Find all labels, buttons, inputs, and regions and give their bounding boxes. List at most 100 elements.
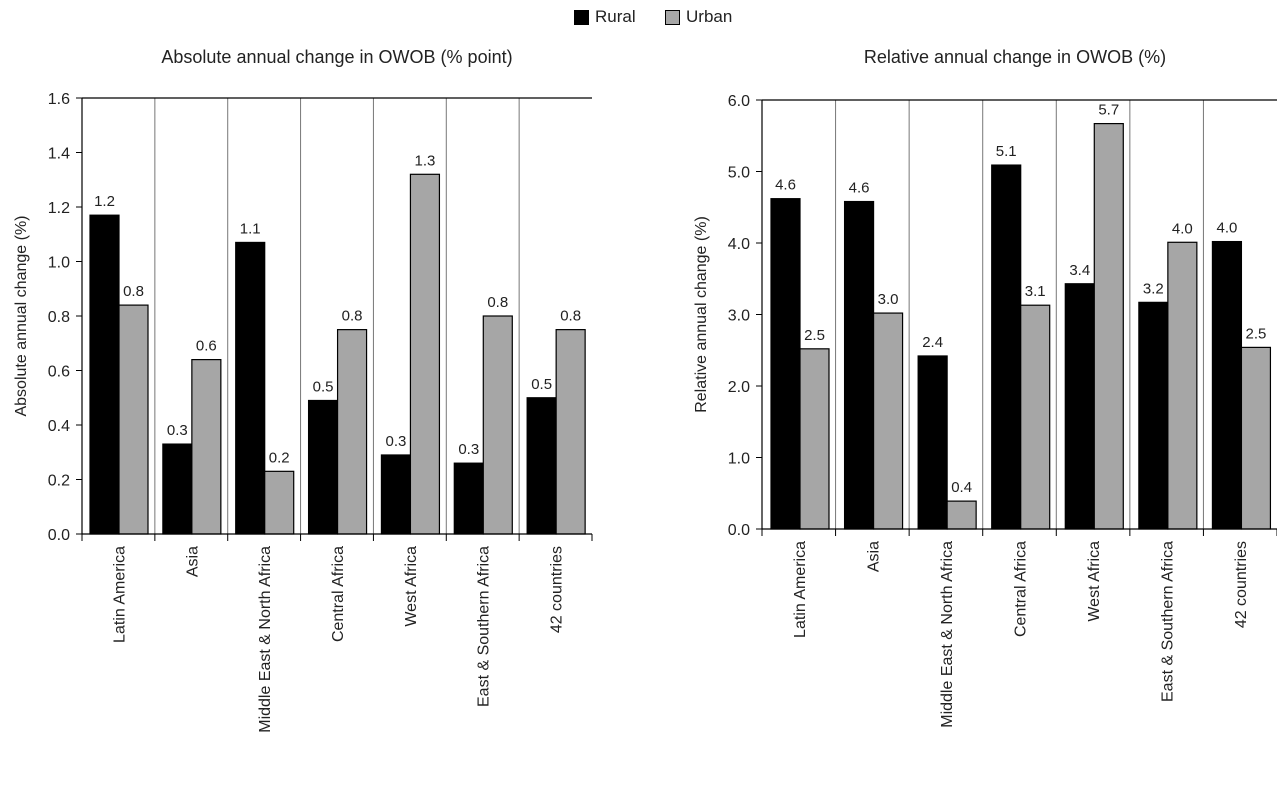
bar-urban-west-africa — [1093, 122, 1124, 530]
data-label-rural-asia: 4.6 — [849, 180, 870, 197]
bar-rural-asia — [843, 200, 875, 530]
bar-rural-middle-east-and-north-africa — [917, 355, 948, 530]
bar-urban-central-africa — [1020, 304, 1051, 530]
x-tick-label-west-africa: West Africa — [1086, 541, 1103, 622]
x-tick-label-asia: Asia — [184, 546, 201, 577]
y-tick-label: 1.0 — [48, 255, 70, 272]
x-tick-label-central-africa: Central Africa — [330, 546, 347, 642]
y-tick-label: 0.2 — [48, 473, 70, 490]
data-label-urban-42-countries: 2.5 — [1245, 325, 1266, 342]
x-tick-label-middle-east-and-north-africa: Middle East & North Africa — [257, 546, 274, 733]
y-tick-label: 2.0 — [728, 379, 750, 396]
bar-urban-42-countries — [555, 329, 586, 535]
chart-1: Absolute annual change in OWOB (% point)… — [13, 47, 593, 733]
data-label-urban-latin-america: 0.8 — [123, 283, 144, 300]
y-tick-label: 0.8 — [48, 309, 70, 326]
y-tick-label: 1.0 — [728, 451, 750, 468]
data-label-urban-central-africa: 0.8 — [342, 308, 363, 325]
legend-label-urban: Urban — [686, 7, 733, 26]
data-label-rural-east-and-southern-africa: 0.3 — [458, 441, 479, 458]
legend: Rural Urban — [0, 7, 1277, 37]
data-label-rural-42-countries: 4.0 — [1216, 220, 1237, 237]
bar-urban-latin-america — [118, 304, 149, 535]
data-label-rural-middle-east-and-north-africa: 2.4 — [922, 334, 943, 351]
y-tick-label: 0.0 — [48, 527, 70, 544]
y-tick-label: 0.4 — [48, 418, 70, 435]
y-tick-label: 3.0 — [728, 308, 750, 325]
chart-title: Relative annual change in OWOB (%) — [864, 47, 1166, 67]
y-tick-label: 1.6 — [48, 91, 70, 108]
x-tick-label-latin-america: Latin America — [792, 541, 809, 638]
legend-swatch-rural — [574, 9, 589, 25]
legend-label-rural: Rural — [595, 7, 636, 26]
bar-urban-asia — [191, 359, 222, 535]
data-label-urban-west-africa: 1.3 — [414, 152, 435, 169]
bar-urban-middle-east-and-north-africa — [946, 500, 977, 530]
bar-rural-middle-east-and-north-africa — [235, 241, 266, 535]
data-label-rural-east-and-southern-africa: 3.2 — [1143, 280, 1164, 297]
bar-rural-east-and-southern-africa — [453, 462, 484, 535]
bar-rural-42-countries — [1211, 240, 1243, 530]
bar-rural-east-and-southern-africa — [1138, 301, 1169, 530]
bar-rural-central-africa — [307, 399, 339, 535]
x-tick-label-42-countries: 42 countries — [549, 546, 566, 633]
y-tick-label: 5.0 — [728, 165, 750, 182]
data-label-rural-west-africa: 0.3 — [385, 433, 406, 450]
bar-urban-42-countries — [1240, 346, 1272, 530]
data-label-urban-middle-east-and-north-africa: 0.4 — [951, 479, 972, 496]
bar-rural-latin-america — [770, 198, 801, 530]
y-tick-label: 6.0 — [728, 93, 750, 110]
y-axis-label: Absolute annual change (%) — [13, 215, 30, 416]
bar-rural-latin-america — [89, 214, 120, 535]
data-label-rural-latin-america: 1.2 — [94, 193, 115, 210]
bar-urban-central-africa — [336, 329, 368, 535]
data-label-urban-east-and-southern-africa: 0.8 — [487, 294, 508, 311]
data-label-urban-42-countries: 0.8 — [560, 308, 581, 325]
y-tick-label: 0.6 — [48, 364, 70, 381]
x-tick-label-central-africa: Central Africa — [1013, 541, 1030, 637]
y-axis-label: Relative annual change (%) — [693, 216, 710, 413]
data-label-rural-middle-east-and-north-africa: 1.1 — [240, 220, 261, 237]
data-label-urban-asia: 0.6 — [196, 338, 217, 355]
legend-item-urban: Urban — [665, 7, 732, 27]
data-label-rural-asia: 0.3 — [167, 422, 188, 439]
data-label-urban-middle-east-and-north-africa: 0.2 — [269, 449, 290, 466]
bar-urban-east-and-southern-africa — [482, 315, 513, 535]
bar-urban-latin-america — [799, 348, 830, 530]
data-label-rural-west-africa: 3.4 — [1069, 262, 1090, 279]
x-tick-label-latin-america: Latin America — [111, 546, 128, 643]
y-tick-label: 0.0 — [728, 522, 750, 539]
legend-swatch-urban — [665, 9, 680, 25]
data-label-urban-latin-america: 2.5 — [804, 327, 825, 344]
bar-rural-42-countries — [526, 397, 557, 535]
bar-urban-asia — [872, 312, 904, 530]
bar-urban-east-and-southern-africa — [1167, 241, 1198, 530]
chart-2: Relative annual change in OWOB (%) Relati… — [693, 47, 1277, 728]
bar-rural-west-africa — [1064, 283, 1095, 530]
bar-rural-central-africa — [991, 164, 1022, 530]
x-tick-label-east-and-southern-africa: East & Southern Africa — [476, 546, 493, 707]
bar-urban-west-africa — [409, 173, 441, 535]
legend-item-rural: Rural — [574, 7, 636, 27]
data-label-urban-east-and-southern-africa: 4.0 — [1172, 220, 1193, 237]
y-tick-label: 1.2 — [48, 200, 70, 217]
x-tick-label-west-africa: West Africa — [403, 546, 420, 627]
y-tick-label: 4.0 — [728, 236, 750, 253]
data-label-urban-asia: 3.0 — [878, 291, 899, 308]
x-tick-label-east-and-southern-africa: East & Southern Africa — [1160, 541, 1177, 702]
data-label-rural-42-countries: 0.5 — [531, 376, 552, 393]
data-label-rural-central-africa: 5.1 — [996, 143, 1017, 160]
y-tick-label: 1.4 — [48, 146, 70, 163]
bar-rural-west-africa — [380, 454, 412, 535]
bar-rural-asia — [162, 443, 193, 535]
x-tick-label-middle-east-and-north-africa: Middle East & North Africa — [939, 541, 956, 728]
x-tick-label-asia: Asia — [865, 541, 882, 572]
data-label-rural-latin-america: 4.6 — [775, 177, 796, 194]
bar-urban-middle-east-and-north-africa — [264, 470, 295, 535]
data-label-urban-west-africa: 5.7 — [1098, 102, 1119, 119]
chart-title: Absolute annual change in OWOB (% point) — [161, 47, 512, 67]
data-label-rural-central-africa: 0.5 — [313, 378, 334, 395]
data-label-urban-central-africa: 3.1 — [1025, 283, 1046, 300]
x-tick-label-42-countries: 42 countries — [1233, 541, 1250, 628]
